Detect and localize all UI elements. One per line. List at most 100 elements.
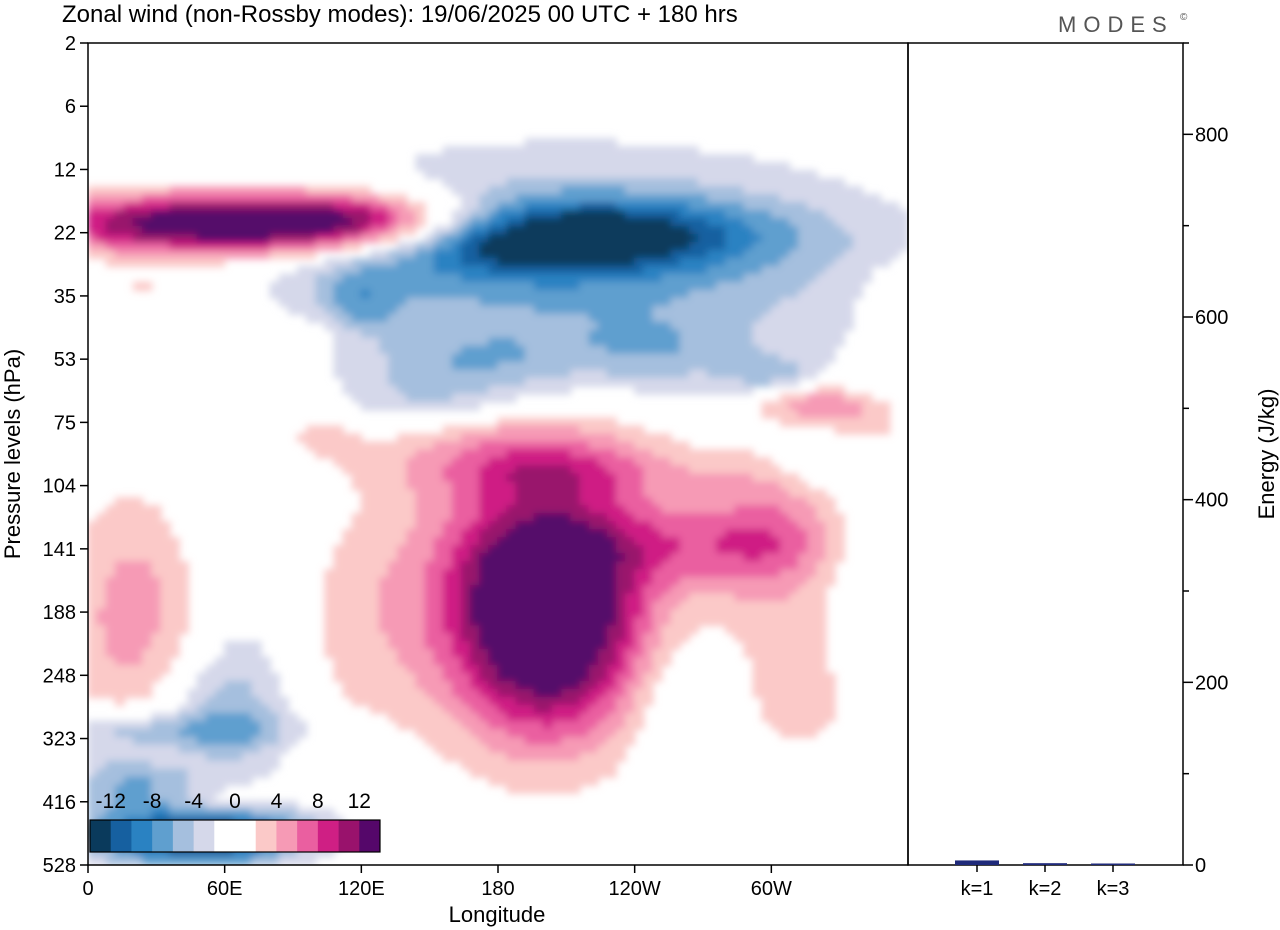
heat-cell xyxy=(278,808,290,818)
heat-cell xyxy=(542,784,554,794)
heat-cell xyxy=(460,601,472,611)
heat-cell xyxy=(515,752,526,762)
heat-cell xyxy=(661,225,672,236)
y-tick-label: 416 xyxy=(43,792,76,814)
heat-cell xyxy=(479,696,490,706)
heat-cell xyxy=(579,752,590,762)
heat-cell xyxy=(287,297,299,307)
heat-cell xyxy=(542,617,554,627)
heat-cell xyxy=(132,202,144,212)
heat-cell xyxy=(725,481,736,491)
heat-cell xyxy=(679,281,690,291)
heat-cell xyxy=(278,202,290,212)
heat-cell xyxy=(779,617,791,627)
heat-cell xyxy=(688,233,700,244)
heat-cell xyxy=(570,337,581,347)
heat-cell xyxy=(798,529,809,539)
heat-cell xyxy=(734,617,745,627)
heat-cell xyxy=(497,257,508,268)
heat-cell xyxy=(788,640,800,651)
heat-cell xyxy=(779,273,791,284)
heat-cell xyxy=(579,601,590,611)
heat-cell xyxy=(697,465,709,475)
heat-cell xyxy=(779,202,791,212)
heat-cell xyxy=(761,473,772,483)
heat-cell xyxy=(716,233,727,244)
heat-cell xyxy=(406,656,417,667)
heat-cell xyxy=(178,561,189,571)
heat-cell xyxy=(378,377,390,387)
heat-cell xyxy=(388,209,399,220)
heat-cell xyxy=(278,289,290,299)
heat-cell xyxy=(670,217,681,228)
heat-cell xyxy=(433,497,444,507)
heat-cell xyxy=(351,640,362,651)
heat-cell xyxy=(798,609,809,619)
heat-cell xyxy=(406,609,417,619)
heat-cell xyxy=(807,617,818,627)
heat-cell xyxy=(460,609,472,619)
heat-cell xyxy=(424,481,435,491)
heat-cell xyxy=(661,648,672,659)
heat-cell xyxy=(588,521,599,531)
heat-cell xyxy=(205,680,217,691)
heat-cell xyxy=(670,170,681,180)
heat-cell xyxy=(224,672,235,683)
heat-cell xyxy=(670,585,681,595)
heat-cell xyxy=(533,776,545,786)
heat-cell xyxy=(378,361,390,371)
heat-cell xyxy=(561,186,572,196)
heat-cell xyxy=(725,617,736,627)
heat-cell xyxy=(515,664,526,675)
heat-cell xyxy=(160,664,171,675)
heat-cell xyxy=(242,672,253,683)
heat-cell xyxy=(424,664,435,675)
heat-cell xyxy=(798,656,809,667)
heat-cell xyxy=(351,313,362,323)
heat-cell xyxy=(296,233,308,244)
heat-cell xyxy=(369,617,381,627)
heat-cell xyxy=(187,688,198,699)
heat-cell xyxy=(351,225,362,236)
heat-cell xyxy=(615,473,627,483)
heat-cell xyxy=(542,712,554,722)
heat-cell xyxy=(552,744,563,754)
heat-cell xyxy=(606,241,618,252)
heat-cell xyxy=(196,225,208,236)
heat-cell xyxy=(433,529,444,539)
heat-cell xyxy=(661,585,672,595)
heat-cell xyxy=(788,225,800,236)
heat-cell xyxy=(442,712,454,722)
heat-cell xyxy=(506,744,517,754)
heat-cell xyxy=(624,720,636,730)
heat-cell xyxy=(96,768,107,778)
heat-cell xyxy=(506,265,517,276)
heat-cell xyxy=(652,609,663,619)
heat-cell xyxy=(160,640,171,651)
heat-cell xyxy=(597,736,608,746)
heat-cell xyxy=(634,233,645,244)
heat-cell xyxy=(588,624,599,635)
heat-cell xyxy=(779,728,791,738)
heat-cell xyxy=(378,337,390,347)
heat-cell xyxy=(524,664,536,675)
heat-cell xyxy=(697,385,709,395)
heat-cell xyxy=(752,513,763,523)
heat-cell xyxy=(479,569,490,579)
heat-cell xyxy=(679,473,690,483)
heat-cell xyxy=(798,537,809,547)
heat-cell xyxy=(142,225,153,236)
heat-cell xyxy=(552,728,563,738)
heat-cell xyxy=(570,545,581,555)
heat-cell xyxy=(643,545,654,555)
heat-cell xyxy=(798,281,809,291)
heat-cell xyxy=(788,305,800,315)
heat-cell xyxy=(88,664,98,675)
heat-cell xyxy=(114,640,126,651)
heat-cell xyxy=(406,281,417,291)
heat-cell xyxy=(497,473,508,483)
heat-cell xyxy=(214,225,226,236)
heat-cell xyxy=(306,281,317,291)
heat-cell xyxy=(807,529,818,539)
heat-cell xyxy=(670,233,681,244)
